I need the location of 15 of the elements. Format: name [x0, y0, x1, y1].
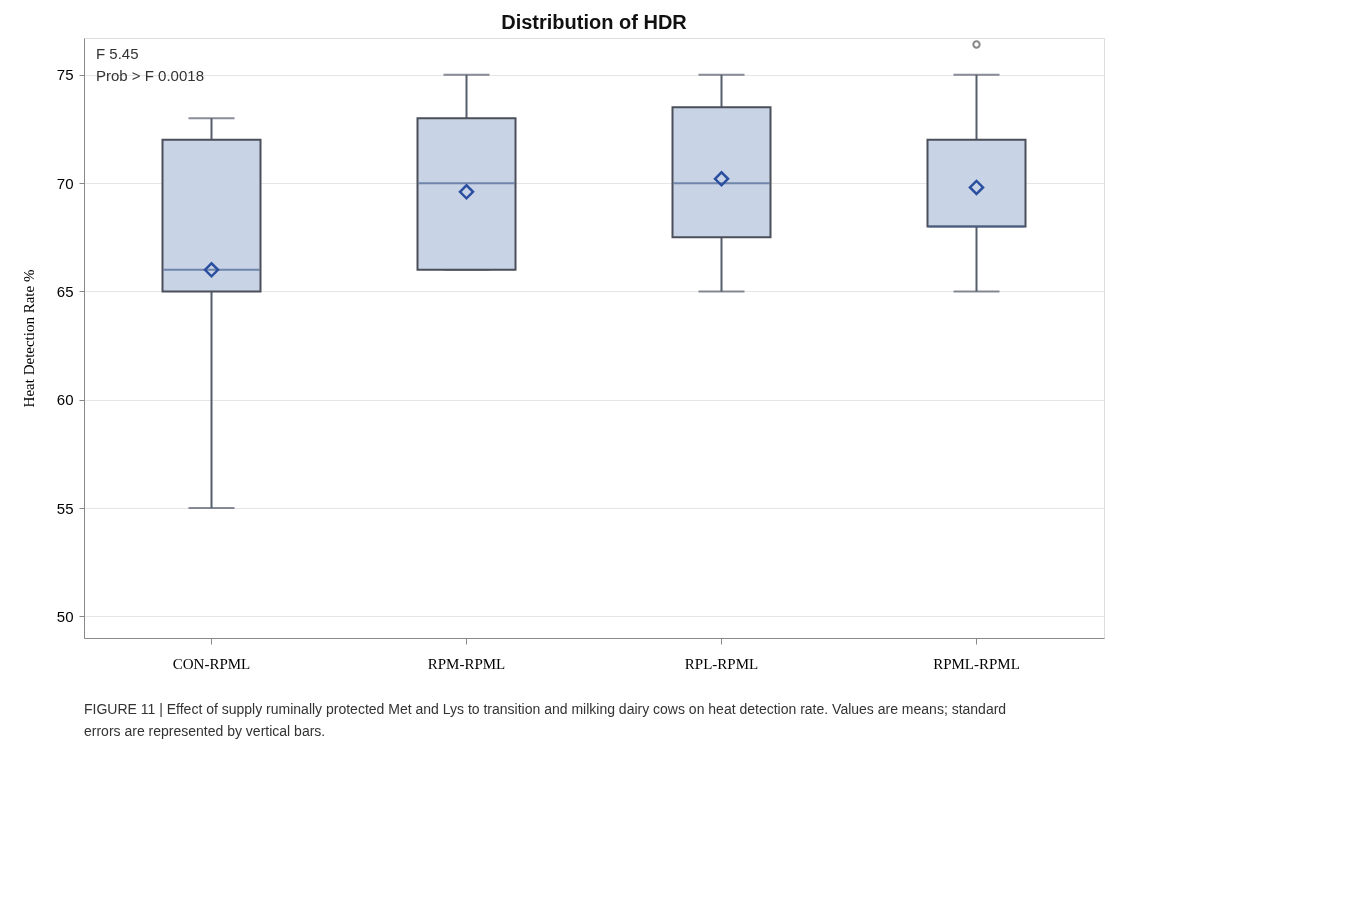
annotation: Prob > F 0.0018 — [96, 67, 204, 84]
y-tick-label: 50 — [56, 607, 74, 625]
chart-title: Distribution of HDR — [501, 11, 688, 34]
x-tick-label: RPML-RPML — [933, 655, 1020, 672]
y-tick-label: 75 — [56, 66, 74, 84]
y-tick-label: 55 — [56, 499, 74, 517]
y-tick-label: 70 — [56, 174, 74, 192]
y-tick-label: 65 — [56, 282, 74, 300]
y-tick-label: 60 — [56, 391, 74, 409]
x-tick-label: RPL-RPML — [684, 655, 759, 672]
caption: FIGURE 11 | Effect of supply ruminally protected Met and Lys to transition and milking dairy cows on heat detection rate. Values are means; standard errors are represented by vertical bars. — [84, 701, 1007, 739]
annotation: F 5.45 — [96, 45, 139, 62]
x-tick-label: RPM-RPML — [427, 655, 506, 672]
x-tick-label: CON-RPML — [172, 655, 251, 672]
y-axis-title: Heat Detection Rate % — [20, 269, 37, 408]
